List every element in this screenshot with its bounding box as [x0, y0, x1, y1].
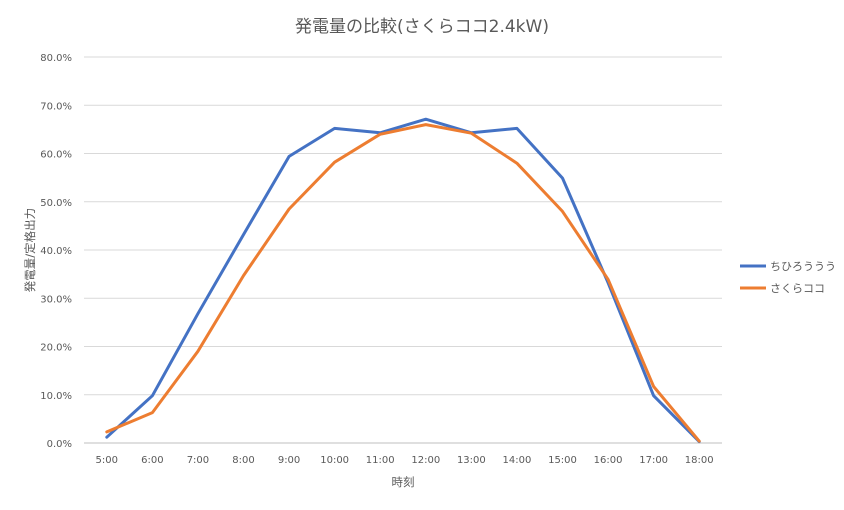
- y-tick-label: 70.0%: [40, 101, 72, 112]
- legend-label: ちひろううう: [770, 260, 836, 273]
- x-tick-label: 7:00: [187, 455, 209, 466]
- y-tick-label: 10.0%: [40, 391, 72, 402]
- y-tick-label: 0.0%: [47, 439, 72, 450]
- y-tick-label: 60.0%: [40, 150, 72, 161]
- x-tick-label: 17:00: [639, 455, 668, 466]
- series-line-1: [105, 117, 701, 444]
- x-tick-label: 13:00: [457, 455, 486, 466]
- y-tick-label: 50.0%: [40, 198, 72, 209]
- y-axis-ticks: 0.0% 10.0% 20.0% 30.0% 40.0% 50.0% 60.0% 70.0% 8…: [40, 53, 72, 450]
- series-lines: [105, 117, 701, 444]
- x-tick-label: 14:00: [503, 455, 532, 466]
- x-axis-ticks: 5:00 6:00 7:00 8:00 9:00 10:00 11:00 12:00 13:00…: [96, 455, 714, 466]
- y-tick-label: 30.0%: [40, 294, 72, 305]
- x-tick-label: 12:00: [411, 455, 440, 466]
- legend-label: さくらココ: [770, 282, 825, 295]
- x-tick-label: 6:00: [141, 455, 163, 466]
- x-tick-label: 9:00: [278, 455, 300, 466]
- series-line-2: [105, 123, 701, 443]
- x-tick-label: 5:00: [96, 455, 118, 466]
- x-tick-label: 8:00: [232, 455, 254, 466]
- y-tick-label: 80.0%: [40, 53, 72, 64]
- x-tick-label: 15:00: [548, 455, 577, 466]
- x-tick-label: 18:00: [685, 455, 714, 466]
- x-tick-label: 11:00: [366, 455, 395, 466]
- y-tick-label: 40.0%: [40, 246, 72, 257]
- gridlines: [84, 56, 722, 444]
- x-tick-label: 10:00: [320, 455, 349, 466]
- y-tick-label: 20.0%: [40, 343, 72, 354]
- x-axis-title: 時刻: [392, 475, 415, 489]
- y-axis-title: 発電量/定格出力: [23, 208, 37, 292]
- chart-title: 発電量の比較(さくらココ2.4kW): [295, 17, 549, 37]
- x-tick-label: 16:00: [594, 455, 623, 466]
